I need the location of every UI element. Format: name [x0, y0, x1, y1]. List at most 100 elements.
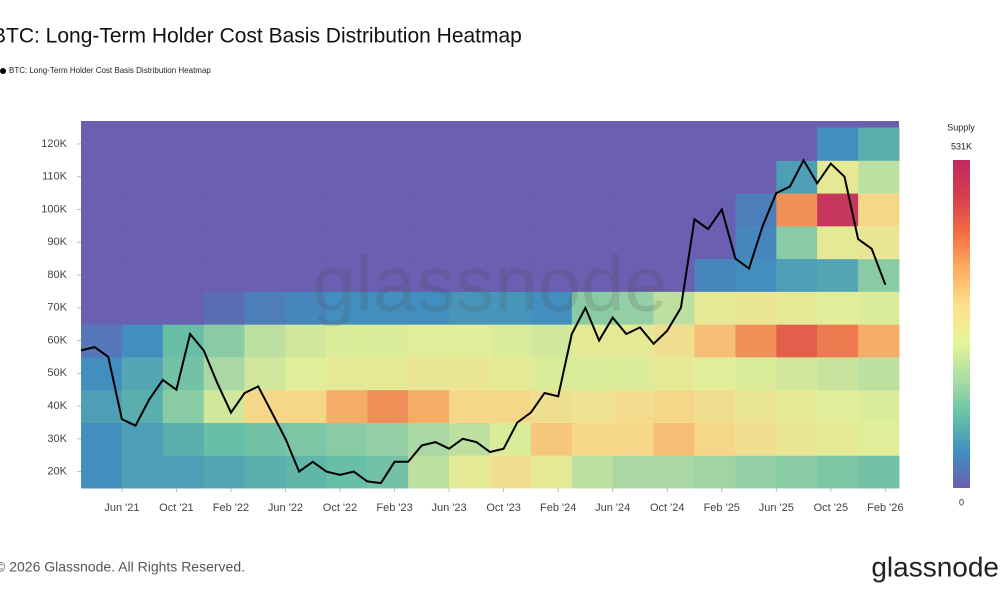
heatmap-cell	[776, 193, 818, 227]
heatmap-cell	[735, 193, 777, 227]
heatmap-cell	[858, 389, 900, 423]
heatmap-cell	[285, 455, 327, 489]
heatmap-cell	[490, 160, 532, 194]
x-tick-label: Feb '25	[704, 502, 740, 514]
heatmap-cell	[612, 356, 655, 391]
heatmap-cell	[326, 193, 368, 227]
heatmap-cell	[121, 160, 164, 194]
heatmap-cell	[162, 389, 205, 423]
heatmap-cell	[817, 389, 859, 423]
heatmap-cell	[203, 324, 246, 358]
heatmap-cell	[408, 324, 450, 358]
x-tick-label: Jun '23	[432, 502, 467, 514]
heatmap-cell	[367, 193, 409, 227]
heatmap-cell	[817, 160, 859, 194]
heatmap-cell	[408, 258, 450, 292]
heatmap-cell	[244, 389, 286, 423]
heatmap-cell	[694, 455, 736, 489]
colorbar-tick-label: 531K	[951, 141, 972, 151]
heatmap-cell	[121, 291, 164, 325]
heatmap-cell	[817, 291, 859, 325]
heatmap-cell	[490, 225, 532, 260]
heatmap-cell	[203, 160, 246, 194]
heatmap-cell	[162, 193, 205, 227]
x-tick-label: Feb '22	[213, 502, 249, 514]
heatmap-cell	[530, 291, 573, 325]
heatmap-cell	[571, 455, 614, 489]
y-tick-label: 110K	[42, 171, 68, 183]
heatmap-cell	[776, 389, 818, 423]
heatmap-cell	[571, 422, 614, 456]
heatmap-cell	[694, 389, 736, 423]
heatmap-cell	[735, 127, 777, 161]
heatmap-cell	[571, 258, 614, 292]
heatmap-cell	[490, 356, 532, 391]
heatmap-cell	[858, 455, 900, 489]
heatmap-cell	[449, 324, 491, 358]
heatmap-cell	[530, 225, 573, 260]
heatmap-cell	[408, 291, 450, 325]
heatmap-cell	[858, 258, 900, 292]
heatmap-cell	[121, 193, 164, 227]
heatmap-cell	[203, 193, 246, 227]
heatmap-cell	[776, 324, 818, 358]
heatmap-cell	[735, 291, 777, 325]
heatmap-cell	[81, 422, 123, 456]
logo: glassnode	[871, 551, 999, 582]
heatmap-cell	[326, 225, 368, 260]
heatmap-cell	[653, 160, 695, 194]
heatmap-cell	[121, 422, 164, 456]
heatmap-cell	[735, 389, 777, 423]
heatmap-cell	[203, 225, 246, 260]
heatmap-cell	[244, 193, 286, 227]
heatmap-cell	[858, 324, 900, 358]
heatmap-cell	[776, 225, 818, 260]
y-tick-label: 90K	[47, 236, 67, 248]
y-tick-label: 40K	[47, 400, 67, 412]
heatmap-cell	[162, 324, 205, 358]
heatmap-cell	[653, 127, 695, 161]
heatmap-cell	[367, 324, 409, 358]
heatmap-cell	[776, 356, 818, 391]
heatmap-cell	[612, 258, 655, 292]
colorbar-tick-label: 0	[959, 497, 964, 507]
heatmap-cell	[694, 291, 736, 325]
heatmap-cell	[81, 291, 123, 325]
heatmap-cell	[449, 422, 491, 456]
x-tick-label: Jun '22	[268, 502, 303, 514]
heatmap-cell	[653, 356, 695, 391]
heatmap-cell	[490, 324, 532, 358]
x-tick-label: Oct '24	[650, 502, 685, 514]
heatmap-cell	[367, 291, 409, 325]
heatmap-cell	[408, 422, 450, 456]
heatmap-cell	[367, 127, 409, 161]
heatmap-cell	[735, 225, 777, 260]
heatmap-cell	[285, 160, 327, 194]
x-tick-label: Jun '25	[759, 502, 794, 514]
heatmap-cell	[653, 324, 695, 358]
legend-entry[interactable]: BTC: Long-Term Holder Cost Basis Distrib…	[9, 66, 211, 75]
heatmap-cell	[162, 160, 205, 194]
heatmap-cell	[776, 422, 818, 456]
heatmap-cell	[162, 258, 205, 292]
heatmap-cell	[244, 127, 286, 161]
heatmap-cell	[858, 291, 900, 325]
heatmap-cell	[776, 258, 818, 292]
heatmap-cell	[244, 356, 286, 391]
heatmap-cell	[530, 160, 573, 194]
heatmap-cell	[858, 127, 900, 161]
y-tick-label: 80K	[47, 269, 67, 281]
x-tick-label: Oct '21	[159, 502, 194, 514]
heatmap-cell	[858, 356, 900, 391]
heatmap-cell	[367, 356, 409, 391]
heatmap-cell	[81, 389, 123, 423]
heatmap-cell	[735, 455, 777, 489]
legend-swatch	[0, 68, 6, 74]
x-tick-label: Feb '23	[376, 502, 412, 514]
heatmap-cell	[285, 258, 327, 292]
x-tick-label: Feb '26	[867, 502, 903, 514]
heatmap-cell	[367, 422, 409, 456]
heatmap-cell	[326, 127, 368, 161]
heatmap-cell	[490, 193, 532, 227]
